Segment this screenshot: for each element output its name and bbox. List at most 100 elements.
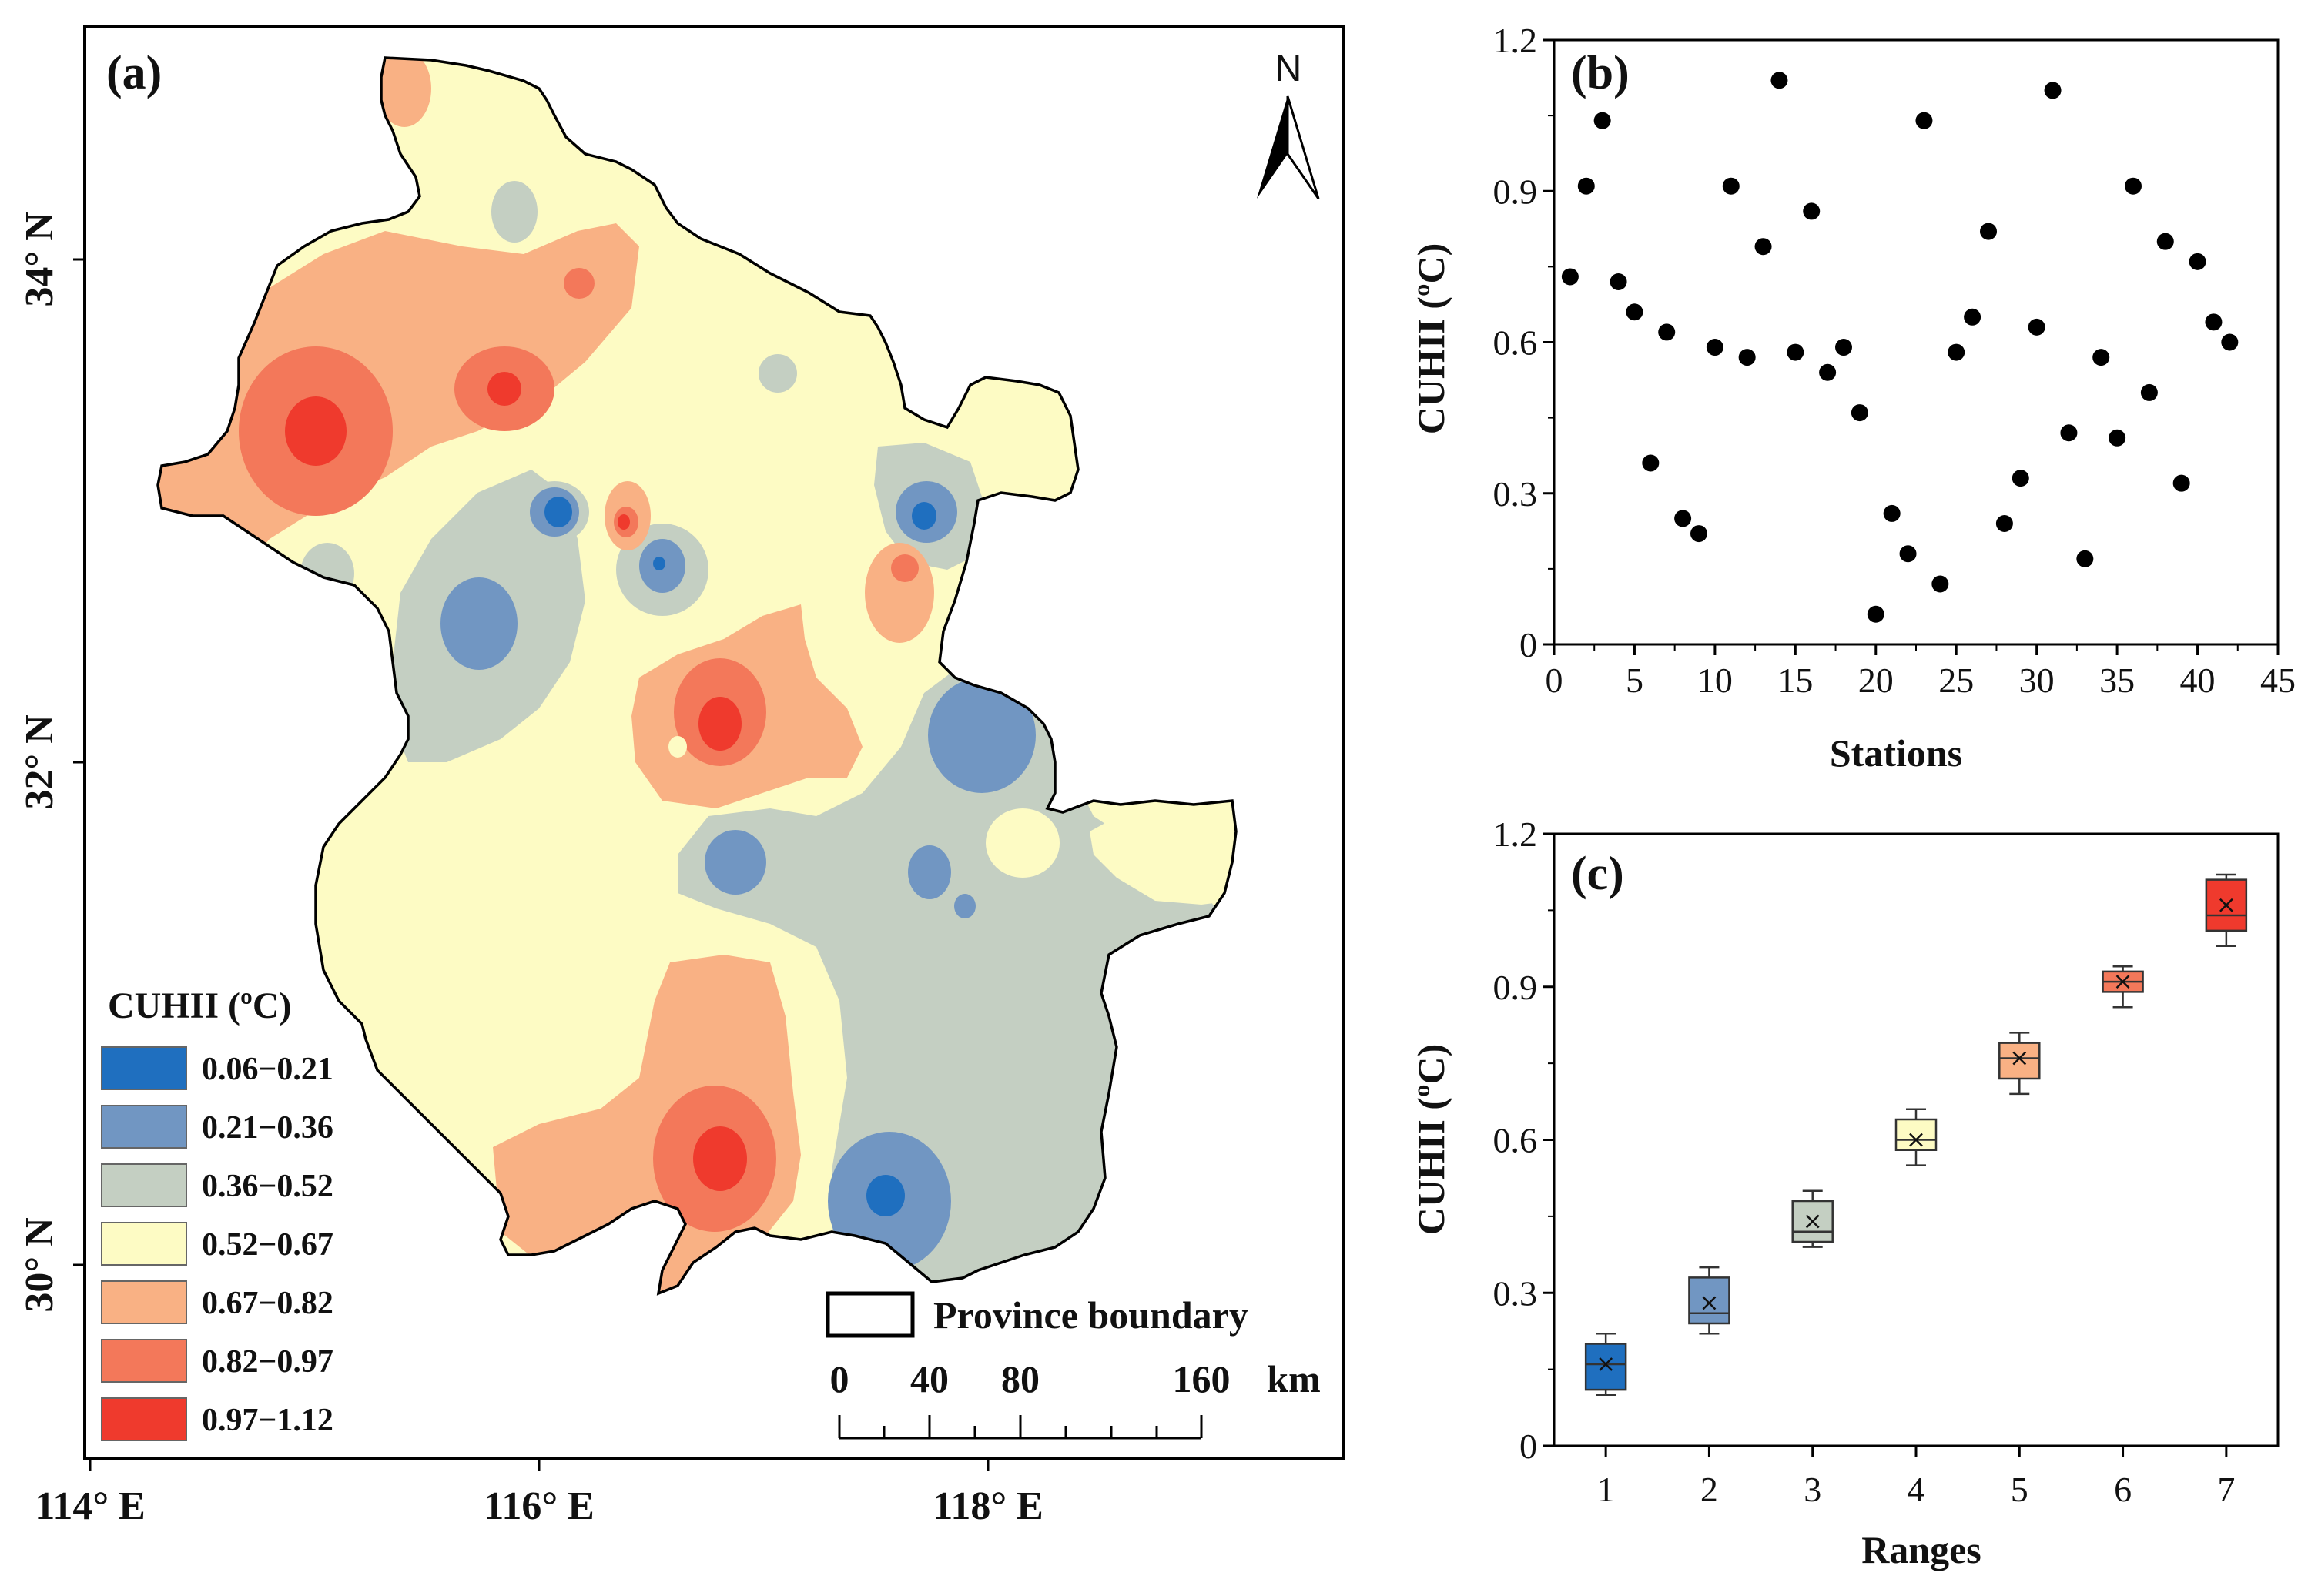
c-box-1 <box>1584 1333 1627 1396</box>
b-point <box>1819 363 1837 381</box>
zone-ne-dark <box>912 502 936 530</box>
zone-center-peak <box>698 697 742 751</box>
b-xtick-label: 10 <box>1697 661 1733 700</box>
c-xtick-label: 3 <box>1804 1470 1821 1509</box>
b-point <box>1915 112 1933 129</box>
c-mean-marker <box>1909 1133 1923 1147</box>
lon-label-114: 114° E <box>35 1484 146 1528</box>
b-xtick-label: 0 <box>1546 661 1563 700</box>
b-point <box>2140 383 2158 401</box>
c-box-2 <box>1688 1266 1730 1335</box>
zone-c-warm1c <box>618 514 630 530</box>
c-mean-marker <box>2115 975 2130 989</box>
zone-south-peak <box>693 1126 747 1191</box>
province-boundary <box>156 56 1238 1296</box>
b-point <box>2125 177 2142 195</box>
b-xtick-label: 45 <box>2260 661 2296 700</box>
b-point <box>1931 575 1949 593</box>
panel-b-scatter: (b) Stations CUHII (ºC) 0 5 10 15 20 25 30 35 40… <box>1409 21 2296 775</box>
legend-label-4: 0.52−0.67 <box>202 1227 333 1263</box>
b-point <box>1980 223 1997 240</box>
zone-central-blue <box>440 577 518 670</box>
b-point <box>1722 177 1740 195</box>
b-point <box>1948 343 1965 361</box>
zone-e-warm2 <box>891 554 919 582</box>
scale-label-40: 40 <box>910 1357 949 1400</box>
b-point <box>1867 605 1884 623</box>
b-point <box>2044 82 2062 99</box>
c-xtick-label: 6 <box>2114 1470 2132 1509</box>
b-point <box>2221 333 2239 351</box>
zone-north-grey <box>491 181 538 243</box>
panel-c-label: (c) <box>1571 848 1624 900</box>
b-point <box>1577 177 1595 195</box>
zone-n-peak <box>487 372 521 406</box>
c-box-3 <box>1791 1189 1834 1248</box>
b-point <box>1770 72 1788 89</box>
panel-c-boxplot: (c) Ranges CUHII (ºC) 1 2 3 4 5 6 7 0 0.3 0.6 0.9 1… <box>1409 815 2280 1571</box>
b-point <box>1964 308 1981 326</box>
panel-c-xlabel: Ranges <box>1861 1528 1981 1571</box>
b-point <box>1626 303 1643 321</box>
lat-label-32: 32° N <box>18 714 62 809</box>
c-box-body <box>1894 1118 1938 1151</box>
legend-label-1: 0.06−0.21 <box>202 1052 333 1087</box>
scale-label-0: 0 <box>830 1357 849 1400</box>
b-xtick-label: 30 <box>2019 661 2055 700</box>
c-mean-marker <box>1702 1296 1717 1310</box>
c-mean-marker <box>1599 1357 1613 1371</box>
scale-label-80: 80 <box>1001 1357 1040 1400</box>
boundary-key-swatch <box>826 1291 915 1338</box>
scale-unit: km <box>1267 1357 1320 1400</box>
b-point <box>1690 525 1707 543</box>
c-box-body <box>1688 1276 1730 1325</box>
zone-se-blue1 <box>928 678 1036 793</box>
b-point <box>1787 343 1804 361</box>
zone-center-hole <box>668 736 687 758</box>
panel-b-frame <box>1553 38 2280 646</box>
north-arrow-icon: N <box>1257 49 1320 199</box>
b-point <box>2076 550 2094 567</box>
panel-a-map: 114° E 116° E 118° E 34° N 32° N 30° N (… <box>18 25 1345 1528</box>
legend-label-2: 0.21−0.36 <box>202 1110 333 1146</box>
b-ytick-label: 0 <box>1519 625 1537 664</box>
c-xtick-label: 4 <box>1908 1470 1925 1509</box>
c-box-body <box>1791 1200 1834 1243</box>
legend-swatch-7 <box>101 1397 187 1441</box>
b-point <box>1899 545 1917 563</box>
legend-label-3: 0.36−0.52 <box>202 1169 333 1204</box>
c-mean-marker <box>2012 1051 2027 1066</box>
legend-title: CUHII (ºC) <box>108 985 292 1026</box>
c-box-4 <box>1894 1108 1938 1166</box>
c-ytick-label: 0.6 <box>1493 1121 1538 1160</box>
b-xtick-label: 5 <box>1626 661 1643 700</box>
zone-se-blue2 <box>705 830 766 895</box>
legend-swatch-1 <box>101 1046 187 1090</box>
lat-label-30: 30° N <box>18 1217 62 1312</box>
zone-se-yellow1 <box>986 808 1060 878</box>
b-point <box>1754 238 1772 256</box>
c-box-7 <box>2205 873 2248 947</box>
c-box-6 <box>2102 965 2144 1009</box>
zone-se-blue3 <box>908 845 951 899</box>
legend-swatch-3 <box>101 1163 187 1207</box>
scale-bar: 0 40 80 160 km <box>830 1357 1321 1440</box>
b-point <box>2028 318 2045 336</box>
c-xtick-label: 7 <box>2217 1470 2235 1509</box>
zone-top-warm <box>377 58 431 127</box>
panel-c-ylabel: CUHII (ºC) <box>1409 1044 1452 1235</box>
zone-mid-grey <box>759 354 797 393</box>
legend-label-7: 0.97−1.12 <box>202 1403 333 1438</box>
lon-label-118: 118° E <box>933 1484 1043 1528</box>
b-point <box>1851 404 1868 422</box>
zone-c-dark3 <box>653 557 665 570</box>
panel-b-label: (b) <box>1571 47 1630 99</box>
b-point <box>1995 515 2013 532</box>
legend-swatch-6 <box>101 1339 187 1383</box>
c-ytick-label: 0.3 <box>1493 1273 1538 1313</box>
north-label: N <box>1275 49 1302 89</box>
b-point <box>1593 112 1611 129</box>
b-point <box>1738 349 1756 366</box>
panel-b-ylabel: CUHII (ºC) <box>1409 243 1452 434</box>
